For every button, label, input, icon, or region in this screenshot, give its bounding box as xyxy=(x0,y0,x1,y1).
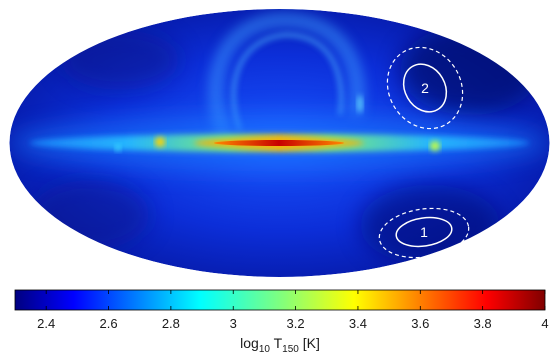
colorbar-tick-marks xyxy=(45,290,546,310)
colorbar-tick-label: 3.2 xyxy=(287,316,305,331)
region-2-label: 2 xyxy=(421,80,429,96)
colorbar-tick-label: 2.6 xyxy=(99,316,117,331)
colorbar-gradient xyxy=(14,289,546,311)
region-1-label: 1 xyxy=(420,224,428,240)
colorbar-tick-label: 2.4 xyxy=(37,316,55,331)
colorbar-tick-label: 3.6 xyxy=(411,316,429,331)
colorbar-tick-labels: 2.4 2.6 2.8 3 3.2 3.4 3.6 3.8 4 xyxy=(37,316,548,331)
region-2-marker: 2 xyxy=(386,46,464,130)
region-1-marker: 1 xyxy=(378,207,470,259)
colorbar-tick-label: 4 xyxy=(541,316,548,331)
colorbar-tick-label: 2.8 xyxy=(162,316,180,331)
sky-map xyxy=(9,9,550,277)
colorbar-tick-label: 3 xyxy=(230,316,237,331)
colorbar-tick-label: 3.8 xyxy=(474,316,492,331)
colorbar-tick-label: 3.4 xyxy=(349,316,367,331)
colorbar-axis-label: log10 T150 [K] xyxy=(240,335,320,355)
colorbar: 2.4 2.6 2.8 3 3.2 3.4 3.6 3.8 4 log10 T150 [K] xyxy=(14,289,549,355)
